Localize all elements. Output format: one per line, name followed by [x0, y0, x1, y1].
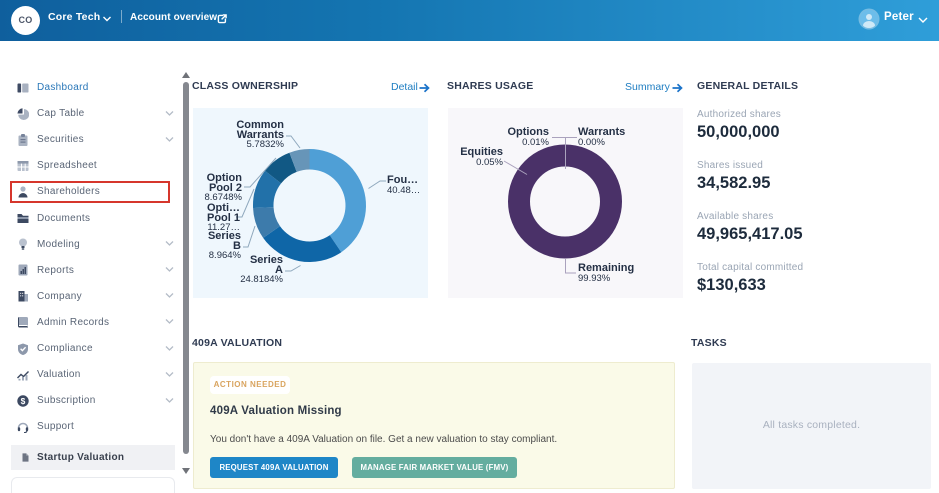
svg-text:$: $ — [21, 396, 26, 406]
